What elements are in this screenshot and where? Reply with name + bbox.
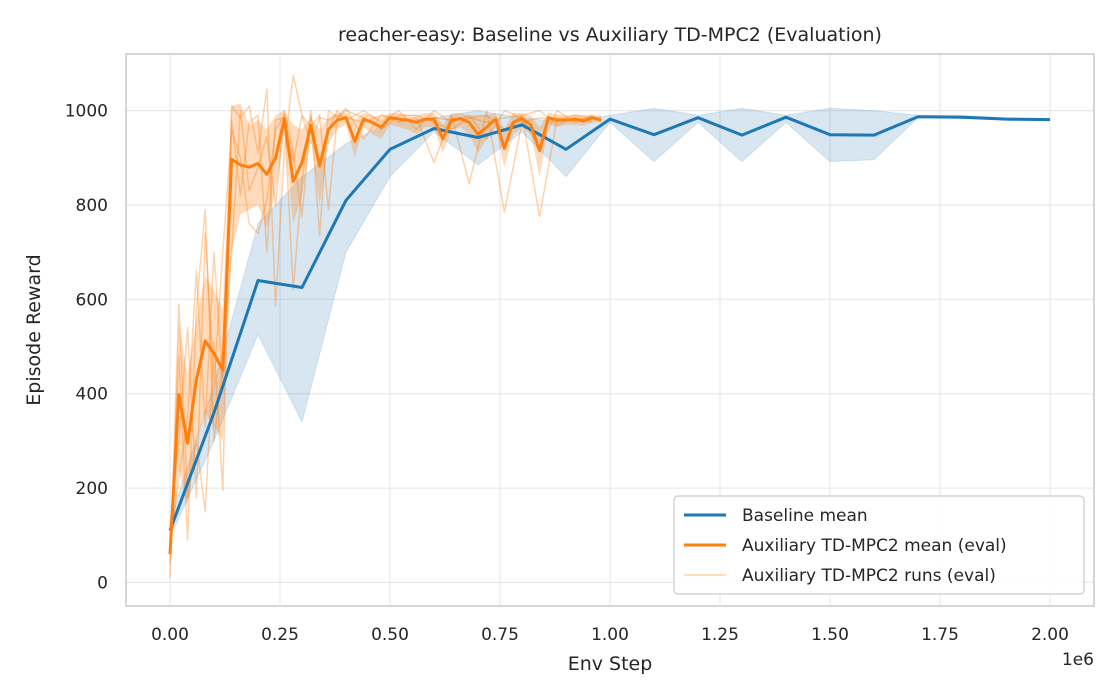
x-tick-label: 0.25 xyxy=(261,625,299,645)
auxiliary-mean-line xyxy=(168,116,602,555)
legend-label-auxiliary-runs: Auxiliary TD-MPC2 runs (eval) xyxy=(742,566,996,586)
x-axis-offset-label: 1e6 xyxy=(1062,650,1094,670)
x-tick-label: 0.50 xyxy=(371,625,409,645)
baseline-mean-line xyxy=(168,115,1051,532)
y-axis-title: Episode Reward xyxy=(23,254,45,405)
auxiliary-run-line-2 xyxy=(169,107,593,526)
y-tick-label: 400 xyxy=(76,385,108,405)
legend-label-auxiliary-mean: Auxiliary TD-MPC2 mean (eval) xyxy=(742,536,1007,556)
confidence-bands xyxy=(169,103,1051,564)
legend-label-baseline-mean: Baseline mean xyxy=(742,506,868,526)
legend-box xyxy=(673,495,1085,595)
y-tick-label: 800 xyxy=(76,196,108,216)
x-tick-label: 1.25 xyxy=(701,625,739,645)
legend: Baseline mean Auxiliary TD-MPC2 mean (ev… xyxy=(673,495,1085,595)
baseline-band xyxy=(169,107,1051,538)
y-tick-label: 200 xyxy=(76,479,108,499)
x-ticks: 0.00 0.25 0.50 0.75 1.00 1.25 1.50 1.75 2.00 xyxy=(151,625,1069,645)
y-tick-label: 0 xyxy=(97,573,108,593)
y-tick-label: 600 xyxy=(76,290,108,310)
x-tick-label: 2.00 xyxy=(1031,625,1069,645)
x-tick-label: 0.00 xyxy=(151,625,189,645)
chart-title: reacher-easy: Baseline vs Auxiliary TD-M… xyxy=(338,24,882,46)
y-tick-label: 1000 xyxy=(65,102,108,122)
x-tick-label: 1.75 xyxy=(921,625,959,645)
mean-lines xyxy=(168,115,1051,555)
x-tick-label: 1.00 xyxy=(591,625,629,645)
x-tick-label: 0.75 xyxy=(481,625,519,645)
x-tick-label: 1.50 xyxy=(811,625,849,645)
plot-frame xyxy=(125,53,1095,607)
y-ticks: 0 200 400 600 800 1000 xyxy=(65,102,108,594)
x-axis-title: Env Step xyxy=(568,653,653,675)
